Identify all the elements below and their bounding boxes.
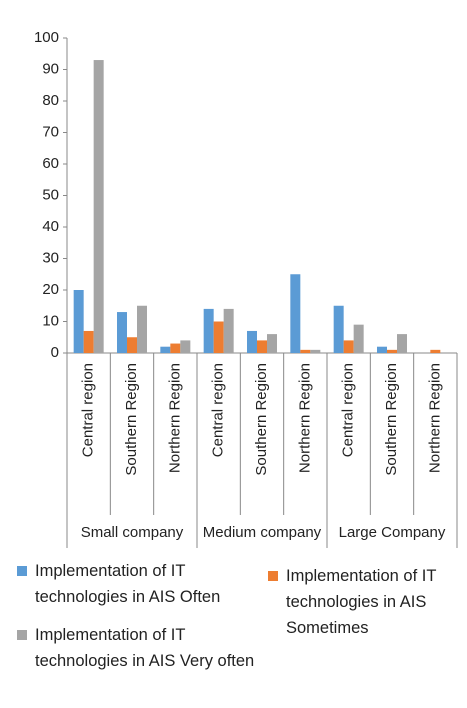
y-tick-label: 60 xyxy=(42,155,59,172)
y-tick-label: 20 xyxy=(42,281,59,298)
bar xyxy=(180,340,191,353)
x-tick-label: Northern Region xyxy=(166,363,183,473)
group-label: Medium company xyxy=(203,524,322,541)
legend-label: Implementation of IT technologies in AIS… xyxy=(286,567,437,637)
legend-item: Implementation of IT technologies in AIS… xyxy=(268,563,458,641)
y-tick-label: 50 xyxy=(42,186,59,203)
bar xyxy=(170,343,181,353)
y-tick-label: 80 xyxy=(42,92,59,109)
legend-swatch xyxy=(17,630,27,640)
chart: 0 10 20 30 40 50 60 70 80 90 100 Central region Sout… xyxy=(34,29,458,548)
x-tick-label: Northern Region xyxy=(426,363,443,473)
x-tick-label: Central region xyxy=(210,363,227,457)
bar xyxy=(247,330,257,353)
bar xyxy=(290,274,301,353)
x-tick-label: Southern Region xyxy=(383,363,400,476)
bar xyxy=(343,340,354,353)
bar xyxy=(333,305,344,353)
bar xyxy=(203,308,214,353)
y-tick-label: 90 xyxy=(42,60,59,77)
x-tick-label: Northern Region xyxy=(296,363,313,473)
y-tick-label: 40 xyxy=(42,218,59,235)
x-tick-label: Central region xyxy=(340,363,357,457)
legend-label: Implementation of IT technologies in AIS… xyxy=(35,626,255,670)
legend-item: Implementation of IT technologies in AIS… xyxy=(17,558,232,610)
bar xyxy=(127,337,137,353)
y-tick-label: 0 xyxy=(51,344,59,361)
bar xyxy=(267,334,277,353)
bar xyxy=(93,60,104,354)
y-tick-label: 70 xyxy=(42,123,59,140)
bar xyxy=(300,349,311,353)
x-tick-label: Central region xyxy=(80,363,97,457)
group-label: Large Company xyxy=(339,524,446,541)
bar xyxy=(310,349,321,353)
y-tick-label: 10 xyxy=(42,312,59,329)
legend-swatch xyxy=(17,566,27,576)
bar xyxy=(83,330,94,353)
bar xyxy=(387,349,397,353)
y-tick-label: 30 xyxy=(42,249,59,266)
bar xyxy=(377,346,387,353)
legend-item: Implementation of IT technologies in AIS… xyxy=(17,622,257,674)
legend-swatch xyxy=(268,571,278,581)
bar xyxy=(397,334,407,353)
group-label: Small company xyxy=(81,524,184,541)
bar xyxy=(223,308,234,353)
y-tick-label: 100 xyxy=(34,29,59,46)
x-tick-label: Southern Region xyxy=(253,363,270,476)
bar xyxy=(117,312,127,353)
legend-label: Implementation of IT technologies in AIS… xyxy=(35,562,221,606)
bar xyxy=(73,290,84,353)
bar xyxy=(257,340,267,353)
bar xyxy=(430,349,441,353)
bar xyxy=(160,346,171,353)
bar xyxy=(213,321,224,353)
bar xyxy=(353,324,364,353)
x-tick-label: Southern Region xyxy=(123,363,140,476)
bar xyxy=(137,305,147,353)
